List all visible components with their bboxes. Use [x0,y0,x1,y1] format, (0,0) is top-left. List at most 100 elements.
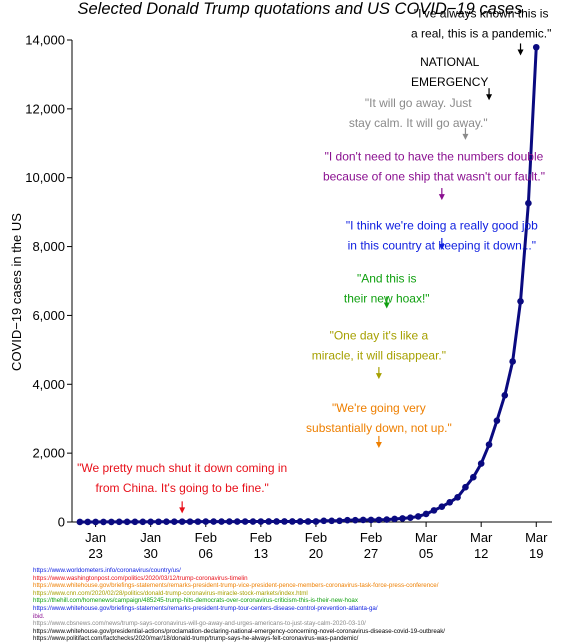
data-point [422,510,430,518]
x-tick-day-label: 20 [309,546,323,561]
data-point [265,518,273,525]
data-point [383,516,391,523]
data-point [139,518,147,526]
x-tick-day-label: 06 [199,546,213,561]
data-point [532,43,540,51]
annotation-arrow-head [517,49,524,56]
annotation-disappear: "One day it's like a miracle, it will dis… [312,329,446,380]
data-point [454,494,461,501]
data-point [194,518,202,525]
annotation-national-emergency: NATIONAL EMERGENCY [411,55,493,101]
data-point [170,518,178,526]
data-point [525,199,532,207]
data-point [218,518,225,525]
series-layer [76,43,540,526]
source-line: https://www.cnn.com/2020/02/28/politics/… [33,589,308,597]
source-line: https://www.whitehouse.gov/presidential-… [33,627,446,635]
y-tick-label: 4,000 [32,377,65,392]
x-tick-day-label: 23 [88,546,102,561]
annotations-layer: "We pretty much shut it down coming in fr… [77,7,551,514]
x-tick-month-label: Feb [195,530,217,545]
data-point [359,516,367,524]
annotation-text: NATIONAL [420,55,479,69]
source-line: https://www.whitehouse.gov/briefings-sta… [33,582,439,590]
data-point [92,518,99,526]
annotation-text: a real, this is a pandemic." [411,27,551,41]
axes: 0 2,000 4,000 6,000 8,000 10,000 12,000 14,000 J… [25,33,552,561]
data-point [257,518,265,525]
data-point [485,441,493,448]
x-tick-month-label: Feb [250,530,272,545]
x-tick-month-label: Mar [470,530,493,545]
data-point [328,517,335,525]
annotation-text: from China. It's going to be fine." [96,481,269,495]
annotation-arrow-head [179,507,186,514]
data-point [501,392,509,399]
data-point [289,518,296,525]
data-point [351,516,359,524]
annotation-text: "I've always known this is [414,7,549,21]
x-tick-day-label: 05 [419,546,433,561]
annotation-text: "We're going very [332,401,426,415]
data-point [438,503,446,510]
annotation-numbers-double: "I don't need to have the numbers double… [323,150,545,201]
annotation-going-down: "We're going very substantially down, not… [306,401,452,448]
annotation-go-away: "It will go away. Just stay calm. It will… [349,96,488,140]
data-point [304,518,312,525]
y-axis-label: COVID−19 cases in the US [9,213,24,371]
data-point [391,515,398,523]
data-point [320,517,328,525]
data-point [375,516,383,524]
data-point [470,473,477,481]
data-point [178,518,186,525]
data-point [430,507,438,514]
data-point [163,518,170,526]
data-point [493,417,501,424]
data-point [76,518,84,526]
data-point [281,518,288,525]
data-point [241,518,249,525]
x-tick-day-label: 30 [143,546,157,561]
y-tick-label: 12,000 [25,101,65,116]
x-tick-day-label: 27 [364,546,378,561]
data-point [233,518,241,525]
data-point [100,518,107,526]
source-line: https://www.cbsnews.com/news/trump-says-… [33,620,366,628]
annotation-text: because of one ship that wasn't our faul… [323,170,545,184]
y-tick-label: 14,000 [25,33,65,48]
y-tick-label: 6,000 [32,308,65,323]
annotation-arrow-head [438,244,445,251]
data-point [123,518,131,526]
data-point [249,518,257,525]
annotation-arrow-head [438,194,445,201]
y-tick-label: 0 [58,515,65,530]
data-point [446,499,454,506]
annotation-arrow-head [375,373,382,380]
data-point [273,518,280,525]
x-tick-month-label: Feb [305,530,327,545]
annotation-arrow-head [375,441,382,448]
data-point [414,513,422,520]
annotation-arrow-head [383,302,390,309]
data-point [155,518,162,526]
data-point [462,483,469,491]
data-point [202,518,210,525]
x-tick-day-label: 13 [254,546,268,561]
data-point [477,460,485,467]
annotation-arrow-head [486,94,493,101]
chart-title: Selected Donald Trump quotations and US … [78,0,523,18]
data-point [509,358,516,365]
data-point [84,518,92,526]
data-point [226,518,233,525]
annotation-text: "I think we're doing a really good job [346,218,538,232]
data-point [210,518,217,525]
data-point [367,516,375,524]
data-point [147,518,154,526]
data-point [407,514,414,521]
x-tick-month-label: Feb [360,530,382,545]
x-tick-day-label: 19 [529,546,543,561]
source-line: ibid. [33,612,45,620]
data-point [296,518,304,525]
data-point [517,297,524,305]
